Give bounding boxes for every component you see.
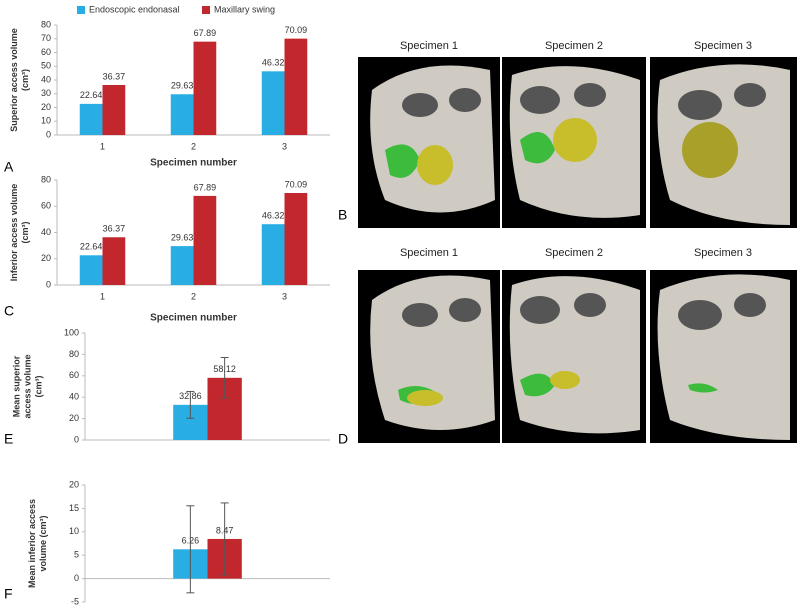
specimen-heading: Specimen 2 (545, 40, 603, 52)
panel-letter: A (4, 159, 14, 175)
bar (193, 195, 217, 285)
y-tick-label: 0 (46, 279, 51, 289)
legend-swatch (202, 6, 210, 14)
y-tick-label: 10 (69, 526, 79, 536)
bar (193, 41, 217, 136)
data-label: 70.09 (285, 25, 308, 35)
y-tick-label: 80 (41, 19, 51, 29)
bar (102, 237, 126, 285)
specimen-heading: Specimen 3 (694, 247, 752, 259)
x-axis-label: Specimen number (150, 313, 237, 324)
data-label: 29.63 (171, 81, 194, 91)
data-label: 6.26 (182, 536, 200, 546)
bar (261, 71, 285, 135)
legend-label: Maxillary swing (214, 4, 275, 14)
data-label: 67.89 (194, 182, 217, 192)
data-label: 46.32 (262, 58, 285, 68)
x-tick-label: 3 (282, 141, 287, 151)
bar (170, 246, 194, 285)
image-panel-d (358, 270, 797, 443)
y-tick-label: 30 (41, 88, 51, 98)
specimen-heading: Specimen 1 (400, 40, 458, 52)
x-tick-label: 3 (282, 291, 287, 301)
specimen-heading: Specimen 3 (694, 40, 752, 52)
y-tick-label: 5 (74, 550, 79, 560)
y-axis-label: Superior access volume (9, 28, 19, 132)
bar (79, 255, 103, 285)
y-tick-label: 0 (74, 573, 79, 583)
data-label: 67.89 (194, 28, 217, 38)
y-tick-label: 15 (69, 503, 79, 513)
specimen-heading: Specimen 2 (545, 247, 603, 259)
y-tick-label: 50 (41, 61, 51, 71)
legend-swatch (77, 6, 85, 14)
x-tick-label: 1 (100, 291, 105, 301)
y-axis-label: volume (cm³) (38, 515, 48, 571)
data-label: 22.64 (80, 242, 103, 252)
y-axis-label: access volume (22, 354, 32, 418)
y-axis-label: (cm³) (33, 375, 43, 397)
y-axis-label: (cm³) (20, 221, 30, 243)
data-label: 46.32 (262, 211, 285, 221)
bar (284, 38, 308, 135)
x-tick-label: 1 (100, 141, 105, 151)
bar (170, 94, 194, 135)
y-axis-label: Mean superior (11, 355, 21, 417)
y-tick-label: 100 (64, 327, 79, 337)
y-tick-label: 20 (69, 479, 79, 489)
y-tick-label: 40 (69, 392, 79, 402)
y-tick-label: 60 (41, 201, 51, 211)
bar (261, 224, 285, 285)
y-tick-label: 60 (69, 370, 79, 380)
y-tick-label: 40 (41, 74, 51, 84)
specimen-heading: Specimen 1 (400, 247, 458, 259)
data-label: 36.37 (103, 224, 126, 234)
panel-letter: D (338, 431, 348, 447)
image-panel-b (358, 57, 797, 228)
data-label: 22.64 (80, 90, 103, 100)
panel-letter: B (338, 207, 347, 223)
y-tick-label: 60 (41, 47, 51, 57)
bar (102, 84, 126, 135)
panel-letter: F (4, 586, 13, 602)
x-tick-label: 2 (191, 291, 196, 301)
data-label: 58.12 (213, 364, 236, 374)
x-tick-label: 2 (191, 141, 196, 151)
legend-label: Endoscopic endonasal (89, 4, 180, 14)
data-label: 32.86 (179, 391, 202, 401)
y-axis-label: (cm³) (20, 69, 30, 91)
data-label: 29.63 (171, 232, 194, 242)
y-tick-label: 20 (41, 102, 51, 112)
data-label: 70.09 (285, 179, 308, 189)
data-label: 8.47 (216, 525, 234, 535)
y-tick-label: 20 (41, 253, 51, 263)
bar (79, 103, 103, 135)
panel-letter: C (4, 303, 14, 319)
y-tick-label: 0 (74, 434, 79, 444)
x-axis-label: Specimen number (150, 158, 237, 169)
y-axis-label: Inferior access volume (9, 184, 19, 282)
y-tick-label: 10 (41, 116, 51, 126)
y-tick-label: 70 (41, 33, 51, 43)
y-tick-label: 40 (41, 227, 51, 237)
bar (284, 193, 308, 285)
y-tick-label: 80 (41, 174, 51, 184)
y-tick-label: 0 (46, 129, 51, 139)
panel-letter: E (4, 431, 13, 447)
data-label: 36.37 (103, 71, 126, 81)
y-tick-label: -5 (71, 596, 79, 606)
y-tick-label: 80 (69, 349, 79, 359)
y-axis-label: Mean inferior access (27, 499, 37, 588)
y-tick-label: 20 (69, 413, 79, 423)
